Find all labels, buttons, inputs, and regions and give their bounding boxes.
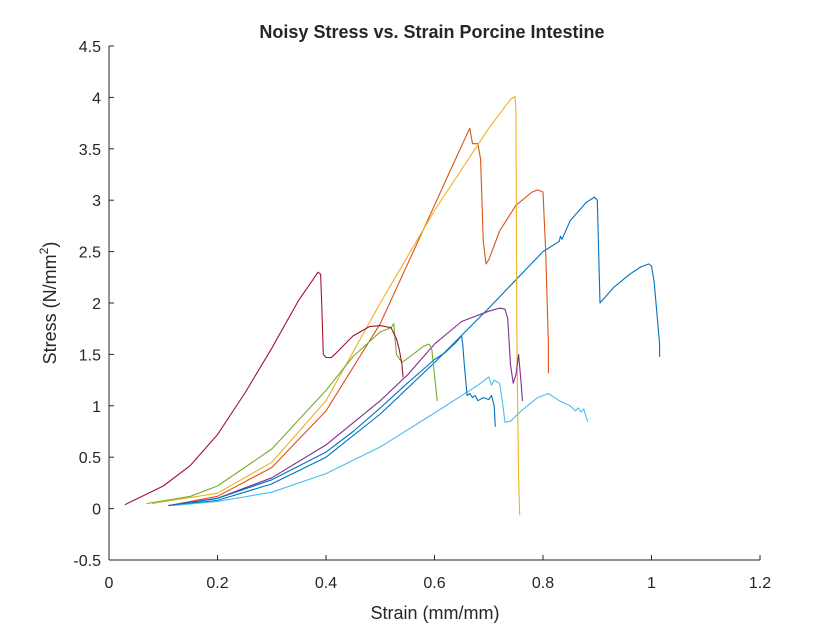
series-line-4 (168, 307, 523, 507)
y-tick-label: -0.5 (73, 553, 101, 570)
series-line-3 (151, 95, 521, 516)
x-tick-label: 0.6 (423, 575, 445, 592)
chart-title: Noisy Stress vs. Strain Porcine Intestin… (259, 22, 604, 42)
series-line-2 (168, 127, 549, 507)
y-tick-label: 3.5 (79, 142, 101, 159)
y-axis-title: Stress (N/mm2) (37, 242, 60, 365)
y-tick-label: 3 (92, 193, 101, 210)
y-tick-label: 0.5 (79, 450, 101, 467)
y-tick-label: 2 (92, 296, 101, 313)
x-tick-label: 0.2 (206, 575, 228, 592)
y-tick-label: 4.5 (79, 39, 101, 56)
x-axis-title: Strain (mm/mm) (371, 603, 500, 623)
x-ticks: 0 0.2 0.4 0.6 0.8 1 1.2 (105, 555, 771, 592)
y-axis-title-main: Stress (N/mm (40, 254, 60, 364)
axes (108, 46, 760, 561)
x-tick-label: 0 (105, 575, 114, 592)
series-line-7 (124, 271, 404, 506)
series-line-8 (168, 335, 496, 507)
x-tick-label: 1.2 (749, 575, 771, 592)
x-tick-label: 1 (647, 575, 656, 592)
series-line-1 (168, 196, 661, 507)
x-tick-label: 0.8 (532, 575, 554, 592)
series-group (124, 95, 661, 516)
y-tick-label: 4 (92, 90, 101, 107)
y-ticks: -0.5 0 0.5 1 1.5 2 2.5 3 3.5 4 4.5 (73, 39, 114, 570)
series-line-6 (173, 376, 589, 507)
y-tick-label: 0 (92, 502, 101, 519)
y-tick-label: 2.5 (79, 245, 101, 262)
y-axis-title-superscript: 2 (37, 247, 51, 254)
y-axis-title-close: ) (40, 242, 60, 248)
y-tick-label: 1 (92, 399, 101, 416)
y-tick-label: 1.5 (79, 347, 101, 364)
x-tick-label: 0.4 (315, 575, 337, 592)
series-line-5 (146, 323, 438, 505)
